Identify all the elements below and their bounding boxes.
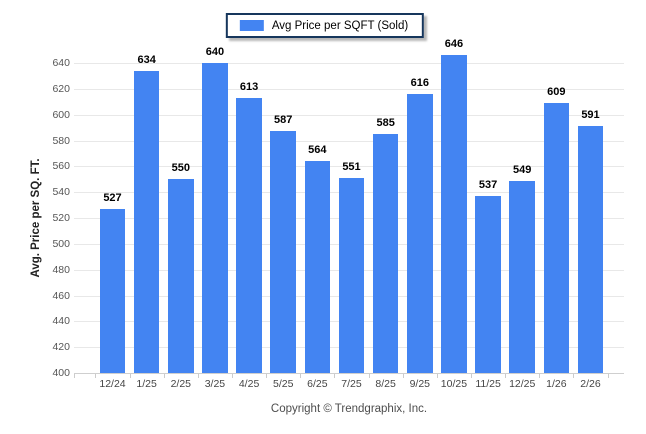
x-axis-tick	[266, 374, 268, 378]
bar-value-label: 613	[239, 80, 259, 93]
legend-label: Avg Price per SQFT (Sold)	[271, 19, 409, 32]
bar	[304, 161, 331, 373]
y-axis-tick-label: 540	[52, 186, 70, 199]
x-axis-tick	[74, 374, 75, 378]
bar	[133, 70, 160, 373]
x-axis-tick-label: 1/25	[136, 378, 157, 390]
bar	[543, 103, 570, 373]
bar	[99, 208, 126, 373]
y-axis-tick-label: 560	[52, 160, 70, 173]
bar-value-label: 587	[274, 114, 293, 127]
bar-value-label: 634	[137, 53, 156, 66]
x-axis-tick-label: 7/25	[341, 378, 362, 390]
bar	[407, 94, 433, 373]
bar-value-label: 616	[410, 77, 429, 89]
bar	[236, 97, 262, 373]
x-axis-tick	[539, 374, 541, 378]
bar-value-label: 537	[478, 179, 498, 192]
y-axis-tick-label: 480	[52, 263, 70, 276]
bar-value-label: 550	[171, 162, 190, 175]
x-axis-tick-label: 8/25	[375, 378, 396, 390]
bar-value-label: 549	[513, 163, 532, 176]
x-axis-tick	[505, 374, 507, 378]
x-axis-tick	[573, 374, 575, 378]
x-axis-tick	[95, 374, 97, 378]
x-axis-tick-label: 10/25	[440, 378, 468, 390]
gridline	[74, 88, 624, 90]
x-axis-tick-label: 12/24	[99, 378, 126, 390]
y-axis-tick-label: 620	[52, 82, 70, 95]
gridline	[74, 63, 624, 64]
bar	[270, 131, 296, 373]
x-axis-tick	[232, 374, 233, 378]
x-axis-tick	[129, 374, 131, 378]
x-axis-tick	[300, 374, 302, 378]
gridline	[74, 114, 624, 116]
bar	[509, 180, 535, 373]
x-axis-tick-label: 6/25	[307, 378, 328, 390]
y-axis-tick-label: 440	[52, 315, 70, 328]
x-axis-tick	[436, 374, 438, 378]
x-axis-tick-label: 4/25	[238, 378, 260, 390]
x-axis-tick-label: 9/25	[409, 378, 430, 390]
bar	[168, 179, 194, 373]
x-axis-tick	[197, 374, 199, 378]
y-axis-tick-label: 520	[52, 212, 70, 224]
x-axis-tick-label: 1/26	[546, 378, 567, 390]
x-axis-tick-label: 5/25	[272, 378, 294, 390]
y-axis-tick-label: 460	[52, 289, 70, 302]
y-axis-tick-label: 420	[52, 341, 70, 354]
gridline	[74, 140, 624, 142]
bar-value-label: 591	[581, 109, 600, 122]
bar-value-label: 609	[547, 86, 566, 99]
bar-value-label: 585	[376, 117, 395, 130]
y-axis-tick-label: 580	[52, 134, 70, 147]
footer-copyright: Copyright © Trendgraphix, Inc.	[270, 403, 428, 415]
bar-value-label: 551	[342, 160, 361, 173]
x-axis-tick	[368, 374, 370, 378]
y-axis-tick-label: 600	[52, 108, 70, 121]
x-axis-tick-label: 2/25	[170, 378, 191, 390]
bar-value-label: 527	[103, 191, 122, 204]
legend-swatch	[239, 20, 264, 31]
gridline	[74, 373, 624, 374]
bar-value-label: 646	[444, 38, 464, 51]
y-axis-tick-label: 500	[52, 237, 70, 250]
x-axis-tick	[334, 374, 336, 378]
bar-value-label: 564	[308, 144, 327, 157]
x-axis-tick	[607, 374, 609, 378]
gridline	[74, 166, 624, 168]
x-axis-tick-label: 3/25	[204, 378, 226, 390]
x-axis-tick-label: 2/26	[580, 378, 601, 390]
x-axis-tick	[471, 374, 472, 378]
bar	[475, 196, 501, 373]
bar	[338, 177, 365, 373]
bar	[577, 126, 604, 373]
bar-value-label: 640	[205, 46, 225, 58]
bar	[441, 55, 467, 373]
y-axis-tick-label: 640	[52, 57, 70, 69]
x-axis-tick	[402, 374, 404, 378]
x-axis-tick-label: 12/25	[509, 378, 536, 390]
x-axis-tick-label: 11/25	[475, 378, 501, 390]
legend: Avg Price per SQFT (Sold)	[225, 13, 425, 38]
x-axis-tick	[163, 374, 165, 378]
bar	[372, 134, 399, 373]
bar	[202, 63, 228, 373]
y-axis-tick-label: 400	[52, 367, 70, 379]
